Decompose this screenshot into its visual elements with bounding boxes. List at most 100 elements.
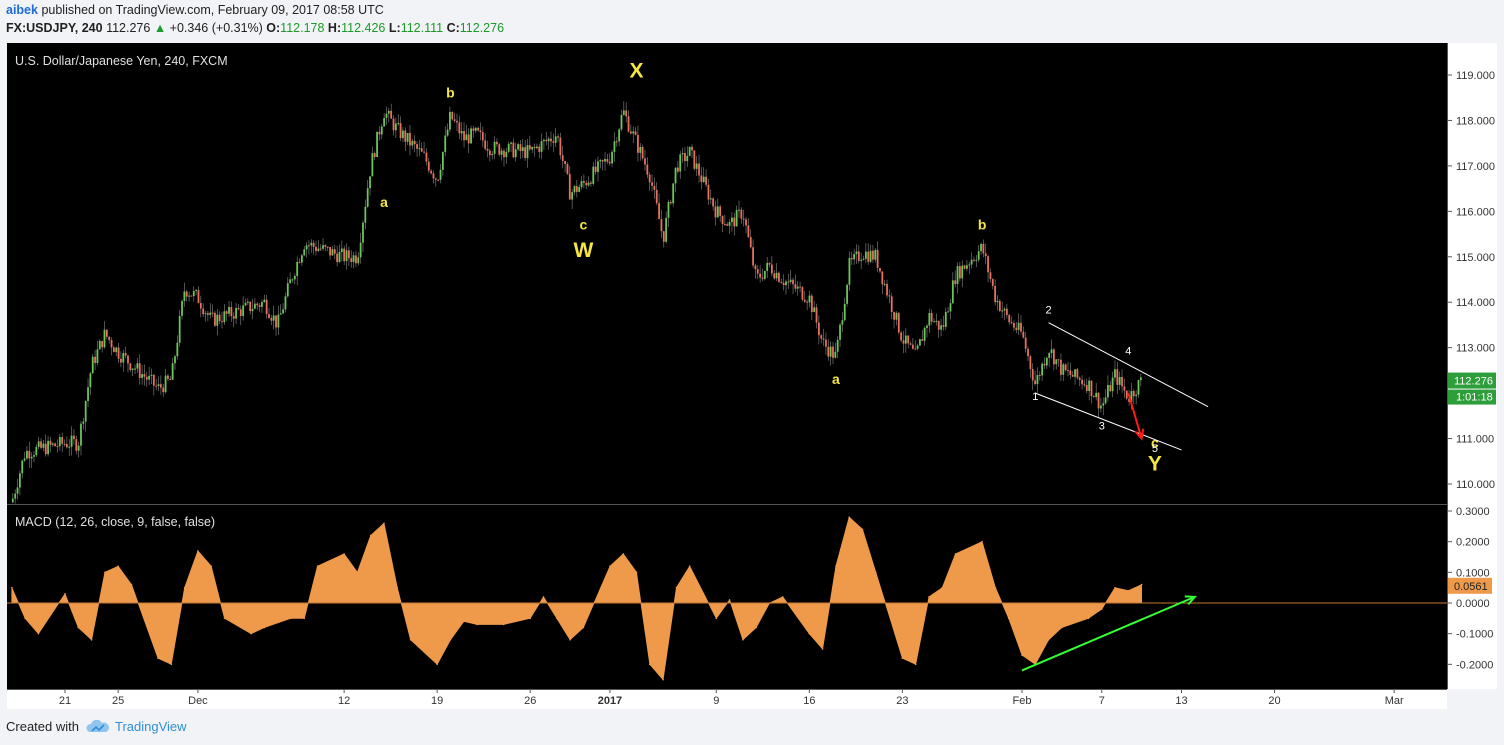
candle-body [16, 487, 19, 494]
macd-point [1114, 586, 1116, 589]
macd-point [1100, 608, 1103, 610]
candle-body [324, 245, 327, 247]
candle-body [176, 342, 179, 357]
candle-body [646, 164, 649, 175]
candle-body [474, 127, 477, 131]
wave-label: a [380, 194, 388, 210]
candle-body [432, 173, 435, 179]
candle-body [1024, 337, 1027, 349]
candle-body [916, 345, 919, 349]
candle-body [77, 445, 80, 451]
wave-label: W [573, 239, 593, 262]
candle-body [928, 312, 931, 326]
candle-body [206, 313, 209, 315]
candle-body [919, 339, 921, 346]
macd-point [1140, 583, 1143, 586]
candle-body [989, 272, 992, 280]
candle-body [103, 329, 106, 348]
price-tick-label: 116.000 [1456, 206, 1495, 218]
time-tick-label: 20 [1268, 695, 1280, 707]
candle-body [728, 222, 731, 226]
macd-point [64, 593, 66, 595]
candle-body [159, 384, 162, 388]
candle-body [1125, 390, 1128, 399]
candle-body [164, 375, 167, 393]
candle-body [904, 335, 907, 344]
candle-body [131, 368, 134, 370]
candle-body [578, 187, 581, 192]
macd-point [821, 648, 824, 650]
candle-body [258, 305, 261, 307]
candle-body [275, 315, 277, 328]
candle-body [810, 295, 813, 313]
candle-body [608, 161, 611, 164]
price-tick-label: 119.000 [1456, 70, 1495, 82]
candle-body [766, 262, 769, 271]
candle-body [152, 374, 155, 386]
candle-body [129, 363, 132, 370]
price-pane[interactable] [7, 43, 1447, 504]
time-tick-label: 16 [803, 695, 815, 707]
candle-body [785, 281, 787, 286]
candle-body [780, 281, 783, 283]
candle-body [817, 322, 820, 336]
candle-body [561, 155, 564, 161]
macd-value-tag [1448, 577, 1492, 594]
macd-point [529, 617, 532, 620]
candle-body [709, 198, 712, 200]
candle-body [1123, 386, 1126, 391]
author-name[interactable]: aibek [6, 3, 38, 17]
candle-body [787, 281, 790, 283]
candle-body [714, 206, 717, 218]
macd-point [582, 626, 585, 629]
candle-body [747, 225, 750, 238]
candle-body [291, 279, 294, 281]
time-axis[interactable] [7, 689, 1447, 709]
macd-point [954, 553, 957, 555]
macd-point [316, 565, 319, 567]
candle-body [867, 251, 870, 262]
candle-body [942, 325, 945, 327]
macd-point [649, 663, 651, 666]
candle-body [188, 295, 190, 297]
candle-body [392, 118, 395, 131]
candle-body [460, 131, 463, 134]
candle-body [672, 183, 675, 204]
tradingview-link[interactable]: TradingView [85, 719, 187, 734]
candle-body [444, 135, 447, 152]
candle-body [237, 308, 240, 310]
candle-body [1043, 363, 1046, 366]
candle-body [966, 265, 968, 269]
candle-body [397, 123, 400, 125]
candle-body [145, 376, 148, 380]
candle-body [554, 136, 557, 143]
candle-body [653, 185, 656, 190]
candle-body [181, 301, 183, 316]
candle-body [416, 144, 418, 149]
macd-point [24, 617, 26, 620]
candle-body [947, 311, 950, 313]
candle-body [418, 148, 421, 150]
candle-body [49, 440, 52, 445]
candle-body [1078, 377, 1081, 380]
candle-body [949, 303, 952, 312]
candle-body [686, 155, 689, 162]
candle-body [120, 358, 122, 363]
candle-body [1071, 374, 1074, 377]
candle-body [134, 368, 136, 370]
candle-body [425, 152, 428, 162]
candle-body [1088, 380, 1091, 392]
macd-point [861, 528, 864, 531]
candle-body [606, 158, 609, 162]
candle-body [1036, 375, 1039, 385]
candle-body [568, 173, 571, 200]
candle-body [876, 249, 879, 268]
candle-body [47, 440, 49, 455]
candle-body [486, 148, 489, 151]
macd-pane[interactable] [7, 505, 1447, 689]
candle-body [1076, 369, 1079, 378]
macd-point [502, 623, 505, 626]
candle-body [834, 351, 837, 358]
candle-body [218, 314, 221, 322]
